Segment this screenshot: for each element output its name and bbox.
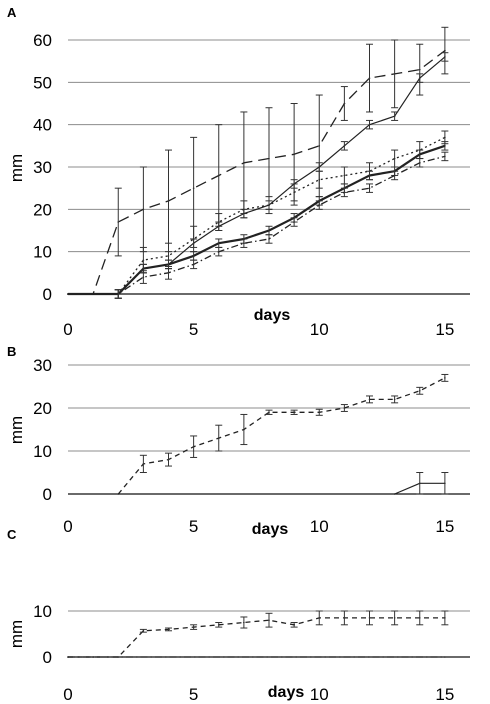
y-tick-label: 10 bbox=[33, 442, 52, 461]
series-5 bbox=[67, 151, 449, 299]
y-tick-label: 30 bbox=[33, 158, 52, 177]
x-tick-label: 5 bbox=[189, 685, 198, 704]
data-point bbox=[117, 493, 120, 495]
series-2 bbox=[393, 472, 449, 495]
series-line bbox=[68, 144, 446, 296]
panel-label: B bbox=[7, 344, 16, 359]
series-line bbox=[68, 136, 446, 295]
data-point bbox=[92, 293, 94, 295]
data-point bbox=[67, 656, 69, 658]
x-tick-label: 0 bbox=[63, 517, 72, 536]
y-tick-label: 60 bbox=[33, 31, 52, 50]
y-tick-label: 30 bbox=[33, 356, 52, 375]
y-axis-title: mm bbox=[7, 620, 26, 648]
y-tick-label: 0 bbox=[43, 285, 52, 304]
y-axis-title: mm bbox=[7, 416, 26, 444]
series-1 bbox=[67, 610, 449, 658]
x-tick-label: 10 bbox=[310, 320, 329, 339]
x-tick-label: 5 bbox=[189, 320, 198, 339]
x-tick-label: 15 bbox=[435, 320, 454, 339]
y-tick-label: 40 bbox=[33, 116, 52, 135]
x-tick-label: 0 bbox=[63, 320, 72, 339]
x-axis-title: days bbox=[252, 521, 289, 538]
series-line bbox=[68, 617, 445, 658]
y-tick-label: 20 bbox=[33, 399, 52, 418]
panel-c: C 0 10 0 5 10 15 days mm bbox=[7, 527, 470, 704]
x-axis-title: days bbox=[254, 307, 291, 324]
series-line bbox=[68, 50, 446, 295]
data-point bbox=[444, 656, 446, 658]
x-tick-label: 10 bbox=[310, 517, 329, 536]
data-point bbox=[393, 493, 396, 495]
data-point bbox=[67, 293, 69, 295]
y-tick-label: 20 bbox=[33, 200, 52, 219]
series-line bbox=[68, 56, 446, 295]
x-tick-label: 15 bbox=[435, 517, 454, 536]
x-tick-label: 10 bbox=[310, 685, 329, 704]
x-tick-label: 5 bbox=[189, 517, 198, 536]
series-1 bbox=[67, 26, 449, 295]
x-tick-label: 0 bbox=[63, 685, 72, 704]
panel-label: A bbox=[7, 5, 17, 20]
panel-a: A 0 10 20 30 40 50 60 0 5 10 15 days mm bbox=[7, 5, 470, 339]
series-2 bbox=[67, 656, 446, 658]
series-4 bbox=[67, 141, 449, 299]
y-tick-label: 0 bbox=[43, 485, 52, 504]
y-tick-label: 0 bbox=[43, 648, 52, 667]
panel-label: C bbox=[7, 527, 17, 542]
series-1 bbox=[117, 373, 449, 495]
x-tick-label: 15 bbox=[435, 685, 454, 704]
series-line bbox=[117, 377, 446, 495]
y-tick-label: 50 bbox=[33, 73, 52, 92]
y-tick-label: 10 bbox=[33, 243, 52, 262]
series-line bbox=[68, 155, 446, 295]
x-axis-title: days bbox=[268, 684, 305, 701]
y-tick-label: 10 bbox=[33, 602, 52, 621]
panel-b: B 0 10 20 30 0 5 10 15 days mm bbox=[7, 344, 470, 538]
series-3 bbox=[67, 130, 449, 299]
y-axis-title: mm bbox=[7, 154, 26, 182]
